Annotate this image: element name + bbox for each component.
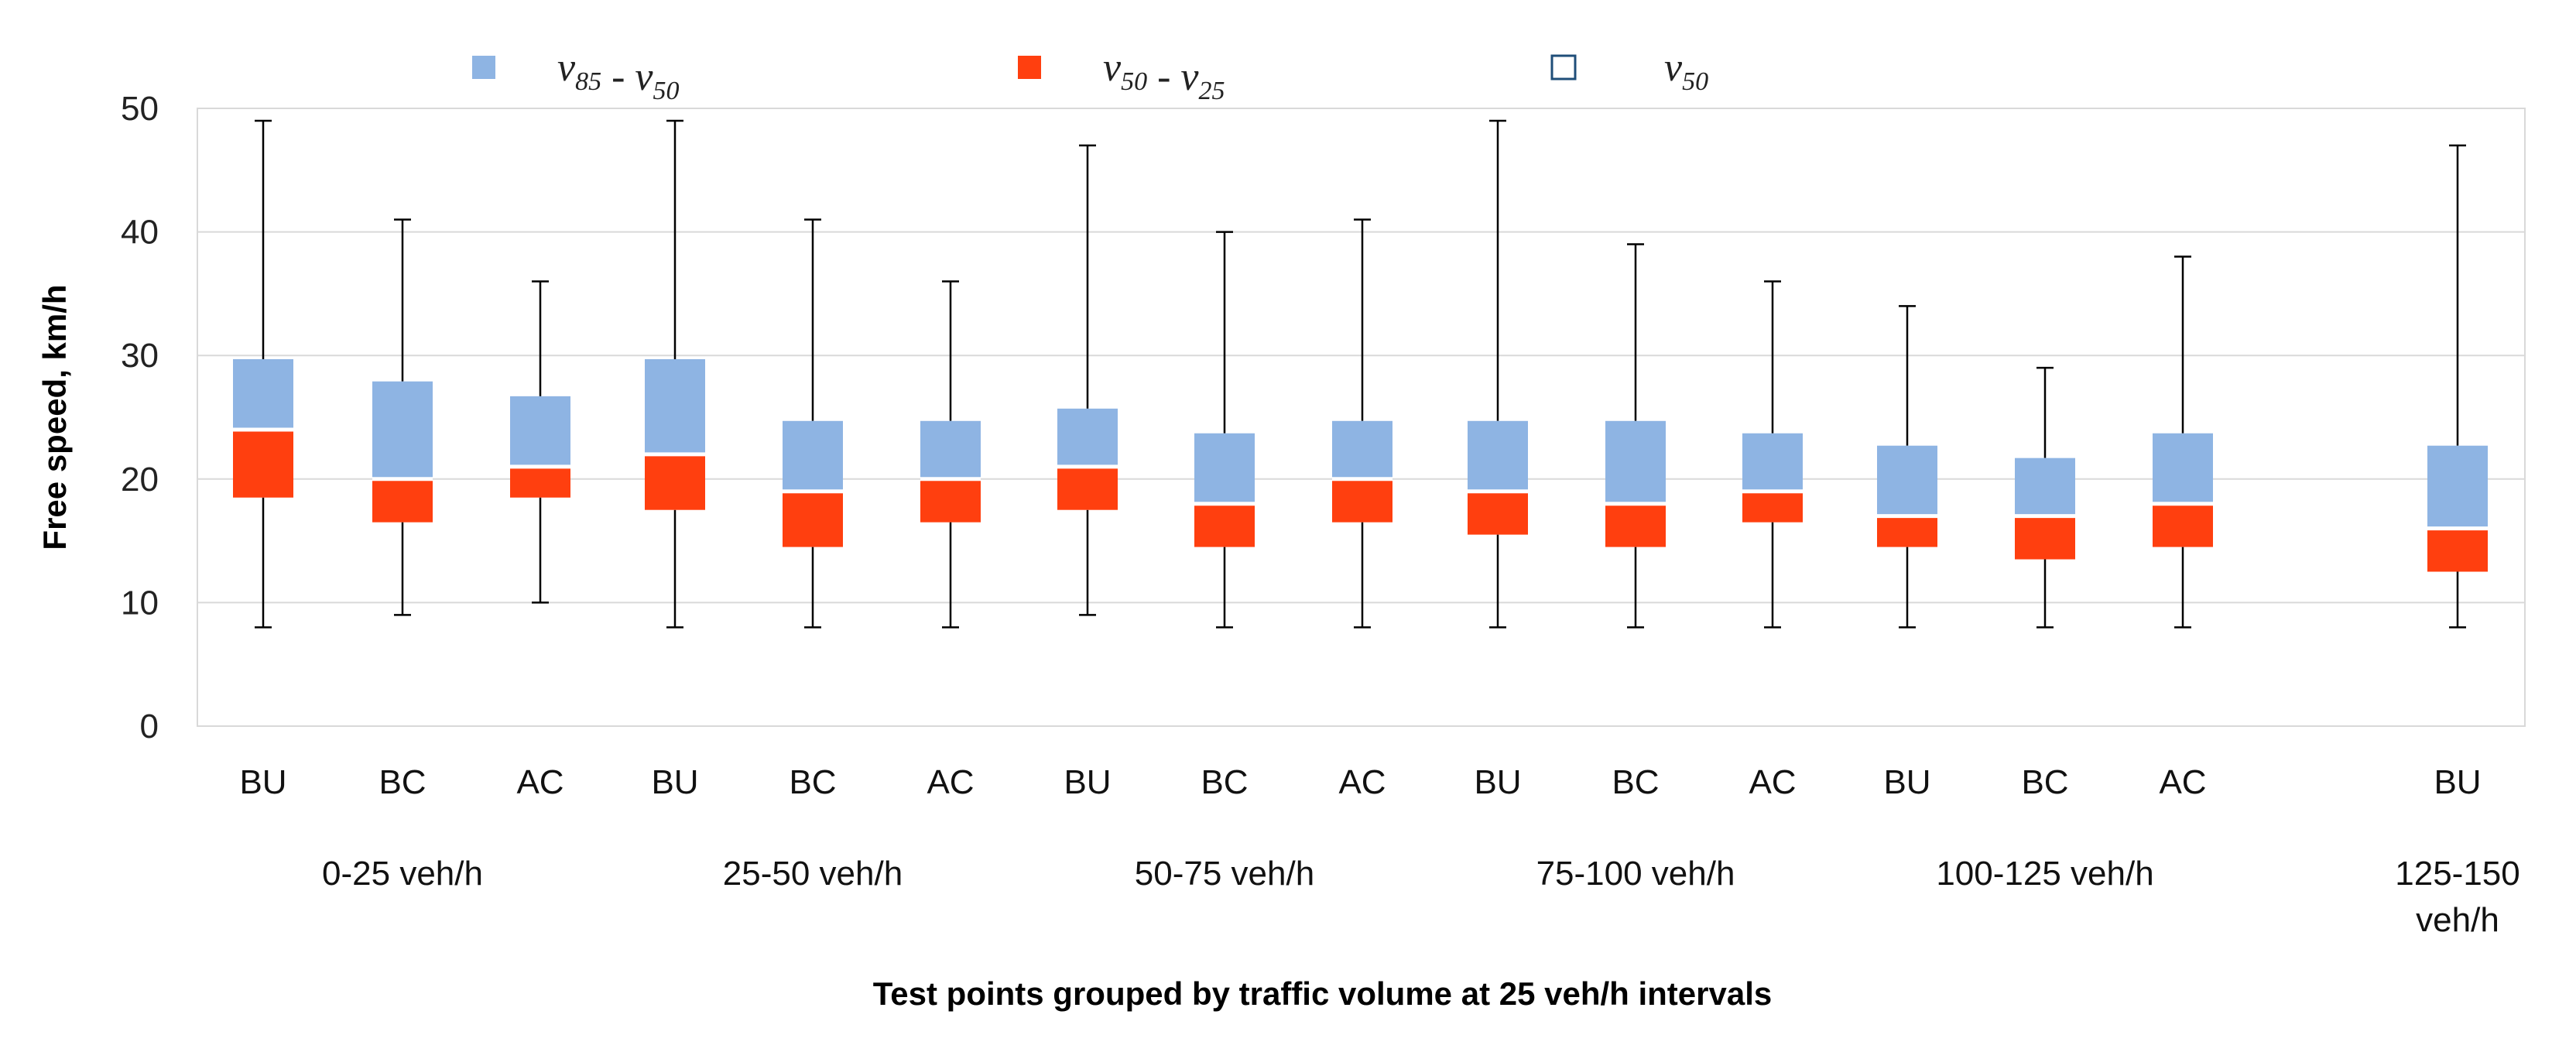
x-category-label: AC bbox=[927, 763, 974, 801]
box-25-50-veh-h-bu bbox=[645, 119, 705, 629]
box-0-25-veh-h-bc bbox=[372, 218, 433, 616]
x-category-label: BC bbox=[789, 763, 836, 801]
y-tick-label: 30 bbox=[121, 337, 159, 375]
y-axis-title: Free speed, km/h bbox=[36, 284, 73, 550]
box-upper-v85-v50 bbox=[920, 420, 981, 479]
box-upper-v85-v50 bbox=[1877, 445, 1937, 516]
box-upper-v85-v50 bbox=[2427, 445, 2488, 529]
x-category-label: BU bbox=[1474, 763, 1521, 801]
x-axis-groups: 0-25 veh/h 25-50 veh/h 50-75 veh/h 75-100 v… bbox=[322, 855, 2520, 939]
x-category-label: BC bbox=[379, 763, 426, 801]
box-upper-v85-v50 bbox=[1468, 420, 1528, 492]
legend-label: v50 - v25 bbox=[1103, 46, 1225, 105]
box-100-125-veh-h-bc bbox=[2015, 366, 2075, 629]
box-50-75-veh-h-ac bbox=[1332, 218, 1392, 629]
x-category-label: AC bbox=[516, 763, 564, 801]
x-category-label: BU bbox=[1883, 763, 1930, 801]
x-category-label: BC bbox=[1612, 763, 1659, 801]
x-category-label: AC bbox=[2159, 763, 2206, 801]
box-upper-v85-v50 bbox=[1057, 408, 1118, 467]
x-group-label: 125-150 veh/h bbox=[2395, 855, 2519, 939]
x-category-label: BU bbox=[1064, 763, 1111, 801]
x-group-label: 25-50 veh/h bbox=[723, 855, 903, 893]
x-category-label: AC bbox=[1749, 763, 1796, 801]
box-lower-v50-v25 bbox=[510, 466, 570, 498]
box-lower-v50-v25 bbox=[1742, 491, 1803, 523]
y-tick-label: 10 bbox=[121, 584, 159, 622]
box-25-50-veh-h-bc bbox=[783, 218, 843, 629]
x-group-label: 75-100 veh/h bbox=[1536, 855, 1735, 893]
box-lower-v50-v25 bbox=[1605, 503, 1666, 547]
box-lower-v50-v25 bbox=[1468, 491, 1528, 535]
box-0-25-veh-h-ac bbox=[510, 280, 570, 604]
box-lower-v50-v25 bbox=[233, 429, 293, 498]
x-category-label: BC bbox=[1201, 763, 1248, 801]
x-category-label: AC bbox=[1338, 763, 1386, 801]
box-0-25-veh-h-bu bbox=[233, 119, 293, 629]
box-lower-v50-v25 bbox=[783, 491, 843, 547]
box-lower-v50-v25 bbox=[645, 454, 705, 510]
box-25-50-veh-h-ac bbox=[920, 280, 981, 629]
x-category-label: BC bbox=[2021, 763, 2068, 801]
legend: v85 - v50 v50 - v25 v50 bbox=[472, 46, 1708, 105]
gridlines bbox=[197, 108, 2526, 727]
box-100-125-veh-h-bu bbox=[1877, 305, 1937, 629]
box-125-150-veh-h-bu bbox=[2427, 144, 2488, 629]
box-upper-v85-v50 bbox=[645, 358, 705, 454]
box-75-100-veh-h-bu bbox=[1468, 119, 1528, 629]
legend-swatch bbox=[1018, 56, 1041, 79]
legend-swatch bbox=[1550, 54, 1577, 81]
x-group-label: 100-125 veh/h bbox=[1936, 855, 2153, 893]
legend-swatch bbox=[472, 56, 495, 79]
x-axis-title: Test points grouped by traffic volume at… bbox=[873, 975, 1772, 1012]
legend-item-v50-v25: v50 - v25 bbox=[1018, 46, 1225, 105]
x-category-label: BU bbox=[651, 763, 698, 801]
x-category-label: BU bbox=[2434, 763, 2481, 801]
y-tick-label: 20 bbox=[121, 461, 159, 499]
box-upper-v85-v50 bbox=[783, 420, 843, 492]
box-50-75-veh-h-bc bbox=[1194, 231, 1255, 629]
box-75-100-veh-h-ac bbox=[1742, 280, 1803, 629]
box-lower-v50-v25 bbox=[2015, 516, 2075, 560]
box-lower-v50-v25 bbox=[2153, 503, 2213, 547]
box-upper-v85-v50 bbox=[1332, 420, 1392, 479]
box-50-75-veh-h-bu bbox=[1057, 144, 1118, 616]
box-lower-v50-v25 bbox=[1332, 478, 1392, 523]
box-upper-v85-v50 bbox=[2015, 458, 2075, 516]
box-lower-v50-v25 bbox=[1877, 516, 1937, 547]
box-lower-v50-v25 bbox=[2427, 528, 2488, 572]
box-lower-v50-v25 bbox=[1194, 503, 1255, 547]
box-series bbox=[233, 119, 2488, 629]
legend-label: v50 bbox=[1664, 46, 1708, 96]
x-group-label: 0-25 veh/h bbox=[322, 855, 483, 893]
x-group-label: 50-75 veh/h bbox=[1135, 855, 1314, 893]
legend-item-v85-v50: v85 - v50 bbox=[472, 46, 680, 105]
box-upper-v85-v50 bbox=[372, 381, 433, 479]
y-axis-ticks: 0 10 20 30 40 50 bbox=[121, 90, 159, 745]
box-100-125-veh-h-ac bbox=[2153, 255, 2213, 629]
x-axis-categories: BU BC AC BU BC AC BU BC AC BU BC AC BU BC AC BU bbox=[239, 763, 2481, 801]
box-upper-v85-v50 bbox=[2153, 433, 2213, 504]
box-upper-v85-v50 bbox=[1605, 420, 1666, 504]
y-tick-label: 50 bbox=[121, 90, 159, 128]
box-lower-v50-v25 bbox=[920, 478, 981, 523]
box-75-100-veh-h-bc bbox=[1605, 243, 1666, 629]
box-upper-v85-v50 bbox=[1742, 433, 1803, 492]
box-upper-v85-v50 bbox=[233, 358, 293, 430]
box-lower-v50-v25 bbox=[1057, 466, 1118, 510]
x-category-label: BU bbox=[239, 763, 286, 801]
box-upper-v85-v50 bbox=[510, 396, 570, 467]
legend-item-v50: v50 bbox=[1550, 46, 1708, 96]
y-tick-label: 0 bbox=[140, 708, 159, 745]
y-tick-label: 40 bbox=[121, 214, 159, 252]
legend-label: v85 - v50 bbox=[557, 46, 680, 105]
box-lower-v50-v25 bbox=[372, 478, 433, 523]
box-upper-v85-v50 bbox=[1194, 433, 1255, 504]
